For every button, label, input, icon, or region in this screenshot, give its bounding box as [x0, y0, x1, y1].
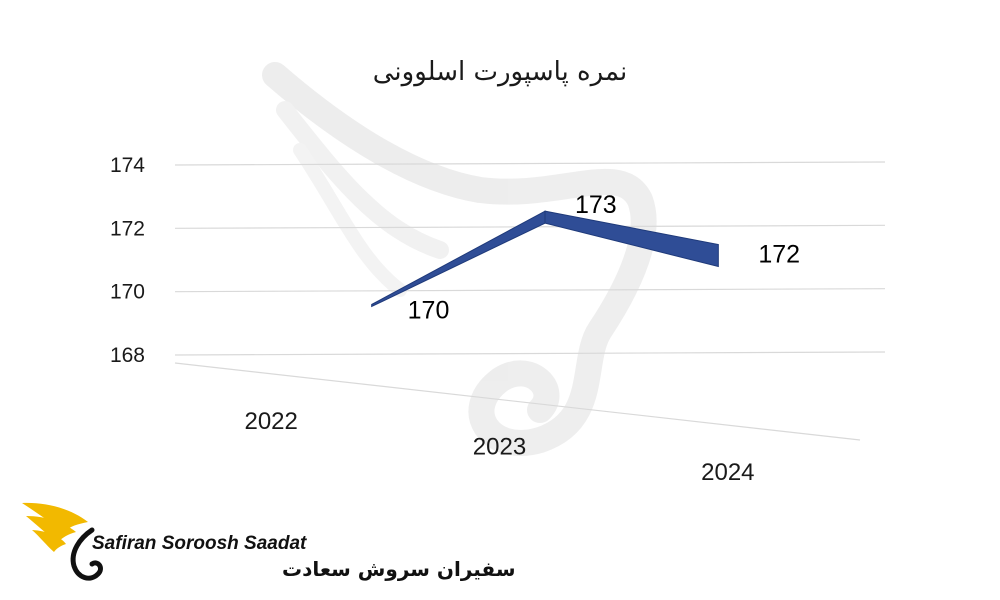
data-label: 173: [575, 191, 617, 219]
wing-watermark-icon: [262, 62, 657, 456]
x-category-label: 2024: [701, 459, 754, 486]
series-segment: [544, 210, 719, 268]
x-category-label: 2023: [473, 434, 526, 461]
data-labels: 170 173 172: [408, 191, 800, 324]
y-axis-ticks: 168 170 172 174: [110, 154, 145, 367]
brand-logo: Safiran Soroosh Saadat سفیران سروش سعادت: [22, 502, 516, 581]
x-category-label: 2022: [244, 408, 297, 435]
gridline-170: [174, 288, 886, 293]
logo-name-fa: سفیران سروش سعادت: [282, 557, 516, 581]
y-tick-label: 172: [110, 217, 145, 240]
golden-wing-icon: [22, 502, 103, 581]
series-line: [371, 210, 719, 308]
y-tick-label: 168: [110, 344, 145, 367]
gridline-174: [174, 161, 886, 166]
y-tick-label: 174: [110, 154, 145, 177]
data-label: 170: [408, 297, 450, 325]
floor-edge: [174, 362, 861, 441]
y-tick-label: 170: [110, 281, 145, 304]
data-label: 172: [758, 241, 800, 269]
chart-title: نمره پاسپورت اسلوونی: [373, 57, 628, 87]
x-axis-categories: 2022 2023 2024: [244, 408, 754, 486]
gridline-168: [174, 351, 886, 356]
logo-name-en: Safiran Soroosh Saadat: [92, 533, 307, 554]
